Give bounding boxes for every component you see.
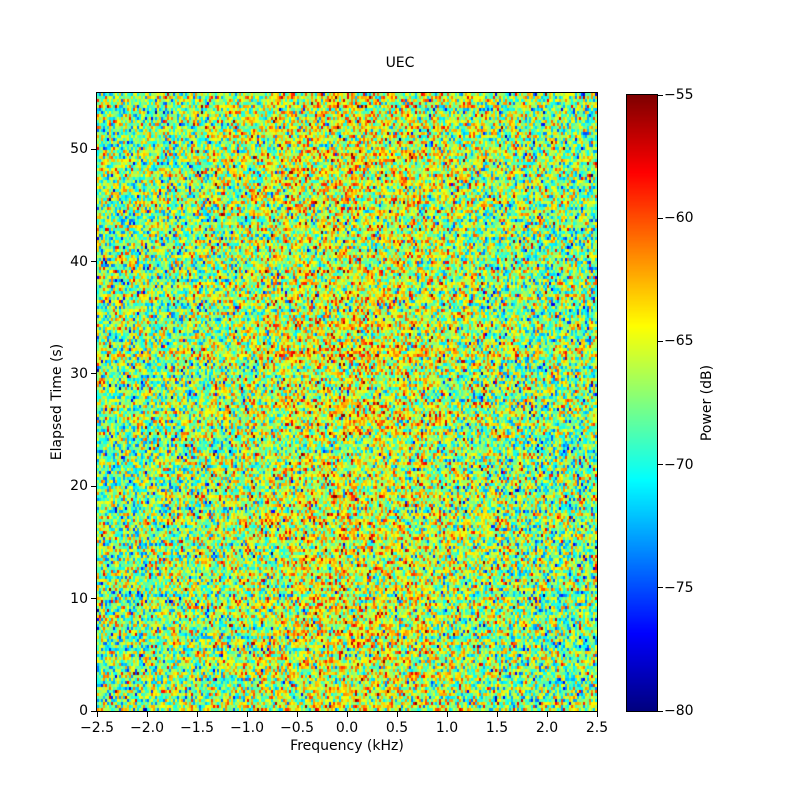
y-tick-mark (91, 710, 96, 712)
plot-frame (96, 92, 598, 712)
y-tick-mark (91, 373, 96, 375)
x-axis-title: Frequency (kHz) (290, 738, 404, 754)
colorbar-tick-mark (658, 217, 663, 219)
y-tick-mark (91, 261, 96, 263)
x-tick-label: −2.5 (80, 720, 114, 736)
colorbar-tick-mark (658, 710, 663, 712)
x-tick-label: 1.5 (485, 720, 509, 736)
x-tick-label: 0.0 (335, 720, 359, 736)
x-tick-label: 2.5 (585, 720, 609, 736)
y-tick-label: 40 (70, 253, 88, 270)
x-tick-mark (596, 712, 598, 717)
colorbar-tick-mark (658, 587, 663, 589)
x-tick-mark (546, 712, 548, 717)
y-tick-mark (91, 485, 96, 487)
colorbar-tick-label: −60 (664, 210, 694, 227)
colorbar-tick-label: −70 (664, 456, 694, 473)
x-tick-mark (246, 712, 248, 717)
y-axis-title: Elapsed Time (s) (49, 343, 65, 461)
x-tick-mark (296, 712, 298, 717)
colorbar-tick-mark (658, 94, 663, 96)
colorbar-title: Power (dB) (699, 364, 715, 442)
y-tick-label: 10 (70, 590, 88, 607)
colorbar-tick-label: −80 (664, 703, 694, 719)
x-tick-label: −0.5 (280, 720, 314, 736)
x-tick-mark (396, 712, 398, 717)
x-tick-label: −1.5 (180, 720, 214, 736)
y-tick-label: 50 (70, 141, 88, 158)
x-tick-mark (146, 712, 148, 717)
colorbar-tick-label: −55 (664, 87, 694, 103)
x-tick-mark (496, 712, 498, 717)
x-tick-label: −1.0 (230, 720, 264, 736)
plot-title: UEC (385, 55, 415, 71)
colorbar-tick-label: −65 (664, 333, 694, 350)
x-tick-mark (446, 712, 448, 717)
colorbar-frame (626, 94, 658, 712)
colorbar-tick-mark (658, 340, 663, 342)
y-tick-label: 20 (70, 478, 88, 495)
y-tick-mark (91, 148, 96, 150)
y-tick-label: 30 (70, 365, 88, 382)
x-tick-label: 2.0 (535, 720, 559, 736)
x-tick-mark (196, 712, 198, 717)
x-tick-label: 0.5 (385, 720, 409, 736)
y-tick-label: 0 (79, 703, 88, 719)
colorbar-tick-mark (658, 464, 663, 466)
spectrogram-canvas (97, 93, 597, 711)
x-tick-mark (96, 712, 98, 717)
colorbar-tick-label: −75 (664, 579, 694, 596)
colorbar-canvas (627, 95, 657, 711)
y-tick-mark (91, 598, 96, 600)
x-tick-mark (346, 712, 348, 717)
x-tick-label: −2.0 (130, 720, 164, 736)
x-tick-label: 1.0 (435, 720, 459, 736)
